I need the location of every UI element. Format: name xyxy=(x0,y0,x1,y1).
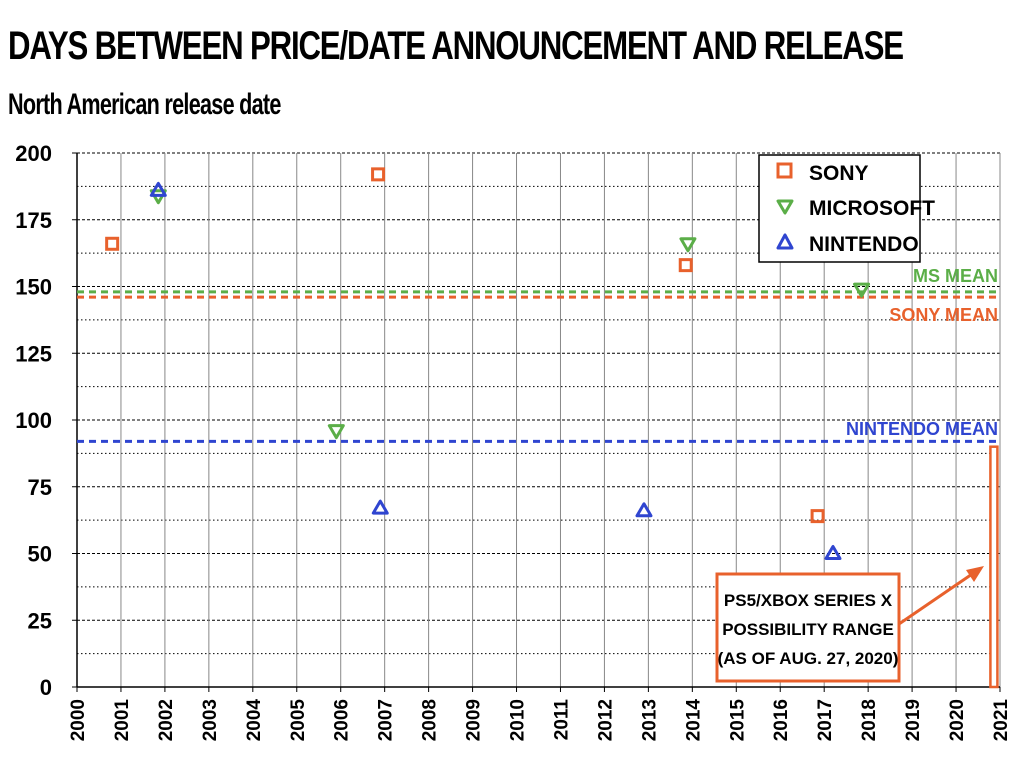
x-tick-label: 2021 xyxy=(991,699,1012,742)
x-tick-label: 2014 xyxy=(683,699,704,742)
mean-lines xyxy=(77,290,1000,443)
microsoft-triangle-down-icon xyxy=(327,424,345,440)
legend-sony: SONY xyxy=(809,162,869,185)
x-tick-label: 2013 xyxy=(639,699,660,741)
y-tick-label: 175 xyxy=(15,208,52,233)
x-tick-label: 2011 xyxy=(551,699,572,741)
x-tick-label: 2009 xyxy=(464,699,485,741)
y-tick-label: 125 xyxy=(15,341,52,366)
x-tick-label: 2008 xyxy=(420,699,441,741)
sony-square-icon xyxy=(371,167,386,182)
nintendo-mean-label: NINTENDO MEAN xyxy=(846,419,998,439)
x-tick-label: 2012 xyxy=(595,699,616,741)
x-tick-label: 2004 xyxy=(244,699,265,742)
microsoft-triangle-down-icon xyxy=(776,199,794,215)
x-tick-label: 2016 xyxy=(771,699,792,741)
x-tick-label: 2002 xyxy=(156,699,177,741)
x-tick-label: 2020 xyxy=(947,699,968,741)
microsoft-triangle-down-icon xyxy=(679,237,697,253)
x-axis-ticks: 2000 2001 2002 2003 2004 2005 2006 2007 2008 2009… xyxy=(68,687,1012,741)
y-tick-label: 0 xyxy=(40,675,52,700)
annotation-callout: PS5/XBOX SERIES X POSSIBILITY RANGE (AS … xyxy=(715,566,984,683)
x-tick-label: 2003 xyxy=(200,699,221,741)
x-tick-label: 2019 xyxy=(903,699,924,741)
x-tick-label: 2000 xyxy=(68,699,89,741)
possibility-range-bar xyxy=(989,445,999,689)
sony-square-icon xyxy=(678,258,693,273)
x-tick-label: 2006 xyxy=(332,699,353,741)
annotation-line-2: POSSIBILITY RANGE xyxy=(722,620,894,639)
ms-mean-label: MS MEAN xyxy=(913,266,998,286)
chart-subtitle: North American release date xyxy=(8,88,281,121)
chart-title: DAYS BETWEEN PRICE/DATE ANNOUNCEMENT AND… xyxy=(8,24,904,68)
legend-microsoft: MICROSOFT xyxy=(809,197,935,220)
x-tick-label: 2001 xyxy=(112,699,133,742)
annotation-line-3: (AS OF AUG. 27, 2020) xyxy=(718,649,899,668)
y-tick-label: 50 xyxy=(28,542,52,567)
data-points xyxy=(105,167,871,560)
legend-nintendo: NINTENDO xyxy=(809,233,919,256)
x-tick-label: 2015 xyxy=(727,699,748,742)
x-tick-label: 2017 xyxy=(815,699,836,741)
y-tick-label: 25 xyxy=(28,608,52,633)
annotation-line-1: PS5/XBOX SERIES X xyxy=(724,591,893,610)
nintendo-triangle-up-icon xyxy=(371,499,389,515)
sony-square-icon xyxy=(776,162,793,179)
y-tick-label: 75 xyxy=(28,475,52,500)
y-tick-label: 200 xyxy=(15,141,52,166)
sony-mean-label: SONY MEAN xyxy=(889,305,998,325)
y-tick-label: 150 xyxy=(15,275,52,300)
y-axis-ticks: 0 25 50 75 100 125 150 175 200 xyxy=(15,141,77,700)
microsoft-triangle-down-icon xyxy=(853,282,871,298)
legend: SONY MICROSOFT NINTENDO xyxy=(758,154,935,263)
possibility-range xyxy=(989,445,999,689)
x-tick-label: 2007 xyxy=(376,699,397,741)
nintendo-triangle-up-icon xyxy=(149,181,167,197)
x-tick-label: 2005 xyxy=(288,699,309,742)
nintendo-triangle-up-icon xyxy=(824,545,842,560)
y-tick-label: 100 xyxy=(15,408,52,433)
sony-square-icon xyxy=(810,509,825,524)
nintendo-triangle-up-icon xyxy=(635,502,653,518)
x-tick-label: 2018 xyxy=(859,699,880,741)
x-tick-label: 2010 xyxy=(508,699,529,741)
sony-square-icon xyxy=(105,236,120,251)
nintendo-triangle-up-icon xyxy=(776,233,794,250)
